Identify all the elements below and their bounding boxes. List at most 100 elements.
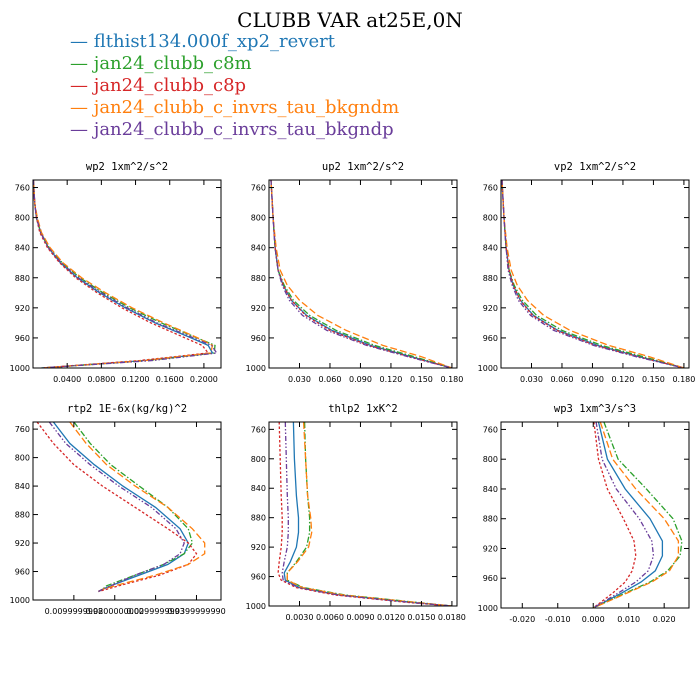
series-line-2 [270,180,453,368]
x-tick-label: 0.180 [440,375,463,384]
y-tick-label: 880 [483,274,498,283]
y-tick-label: 840 [251,484,266,493]
series-line-2 [73,422,194,593]
y-tick-label: 800 [483,214,498,223]
panel-title: wp3 1xm^3/s^3 [554,403,636,415]
x-tick-label: 0.030 [288,375,311,384]
y-tick-label: 1000 [246,364,266,373]
x-tick-label: -0.010 [545,615,571,624]
legend-label: jan24_clubb_c8m [93,53,252,74]
y-tick-label: 800 [15,214,30,223]
legend-line-icon: — [70,53,88,74]
x-tick-label: 0.0120 [377,613,405,622]
x-tick-label: 0.180 [672,375,695,384]
panel-title: up2 1xm^2/s^2 [322,161,404,173]
series-line-4 [592,422,680,608]
y-tick-label: 920 [483,304,498,313]
y-tick-label: 1000 [246,602,266,611]
series-line-5 [281,422,452,606]
x-tick-label: 0.0299999993 [126,607,185,616]
legend-label: flthist134.000f_xp2_revert [93,31,335,52]
y-tick-label: 1000 [478,364,498,373]
y-tick-label: 1000 [10,364,30,373]
series-line-5 [48,422,185,593]
legend-item: — jan24_clubb_c8m [70,53,252,74]
series-line-3 [36,422,198,593]
series-line-2 [286,422,452,606]
x-tick-label: 0.2000 [190,375,218,384]
panel-title: rtp2 1E-6x(kg/kg)^2 [67,403,187,415]
y-tick-label: 1000 [10,596,30,605]
x-tick-label: 0.0150 [407,613,435,622]
series-line-1 [592,422,664,608]
panel-2: up2 1xm^2/s^2 760 800 840 880 920 960 1000 0.030… [246,161,464,384]
y-tick-label: 840 [483,485,498,494]
y-tick-label: 840 [483,244,498,253]
axes-frame [32,179,222,369]
axes-frame [268,421,458,607]
y-tick-label: 840 [15,244,30,253]
x-tick-label: 0.060 [319,375,342,384]
x-tick-label: 0.0099999998 [45,607,104,616]
series-line-3 [33,180,210,368]
x-tick-label: 0.120 [611,375,634,384]
panel-4: rtp2 1E-6x(kg/kg)^2 760 800 840 880 920 960 100… [10,403,226,616]
x-tick-label: 0.000 [582,615,605,624]
y-tick-label: 920 [251,543,266,552]
series-line-4 [69,422,206,593]
x-tick-label: 0.010 [617,615,640,624]
x-tick-label: 0.020 [653,615,676,624]
y-tick-label: 800 [15,454,30,463]
y-tick-label: 760 [483,425,498,434]
y-tick-label: 960 [483,334,498,343]
y-tick-label: 1000 [478,604,498,613]
y-tick-label: 800 [251,455,266,464]
y-tick-label: 760 [15,425,30,434]
x-tick-label: 0.090 [349,375,372,384]
panel-title: vp2 1xm^2/s^2 [554,161,636,173]
axes-frame [500,421,690,609]
x-tick-label: 0.0060 [316,613,344,622]
x-tick-label: 0.120 [379,375,402,384]
series-line-5 [270,180,453,368]
legend-label: jan24_clubb_c_invrs_tau_bkgndp [93,119,394,140]
axes-frame [500,179,690,369]
x-tick-label: 0.150 [410,375,433,384]
y-tick-label: 880 [251,514,266,523]
series-line-5 [592,422,655,608]
y-tick-label: 920 [251,304,266,313]
y-tick-label: 760 [251,425,266,434]
axes-frame [268,179,458,369]
legend-line-icon: — [70,31,88,52]
panel-6: wp3 1xm^3/s^3 760 800 840 880 920 960 1000 -0.02… [478,403,690,624]
x-tick-label: 0.1200 [122,375,150,384]
y-tick-label: 880 [15,274,30,283]
x-tick-label: -0.020 [509,615,535,624]
y-tick-label: 960 [251,573,266,582]
y-tick-label: 920 [15,304,30,313]
series-line-2 [33,180,216,368]
panel-title: wp2 1xm^2/s^2 [86,161,168,173]
series-line-3 [277,422,452,606]
legend-item: — jan24_clubb_c8p [70,75,246,96]
x-tick-label: 0.060 [551,375,574,384]
y-tick-label: 840 [251,244,266,253]
series-line-4 [270,180,453,368]
y-tick-label: 960 [483,574,498,583]
x-tick-label: 0.0180 [438,613,466,622]
y-tick-label: 960 [15,334,30,343]
series-line-3 [270,180,453,368]
y-tick-label: 760 [483,184,498,193]
series-line-2 [592,422,683,608]
y-tick-label: 800 [251,214,266,223]
y-tick-label: 760 [15,184,30,193]
x-tick-label: 0.0400 [53,375,81,384]
y-tick-label: 840 [15,482,30,491]
figure-title: CLUBB VAR at25E,0N [237,8,463,32]
panel-3: vp2 1xm^2/s^2 760 800 840 880 920 960 1000 0.030… [478,161,696,384]
legend-item: — jan24_clubb_c_invrs_tau_bkgndm [70,97,399,118]
y-tick-label: 880 [483,515,498,524]
x-tick-label: 0.090 [581,375,604,384]
y-tick-label: 800 [483,455,498,464]
